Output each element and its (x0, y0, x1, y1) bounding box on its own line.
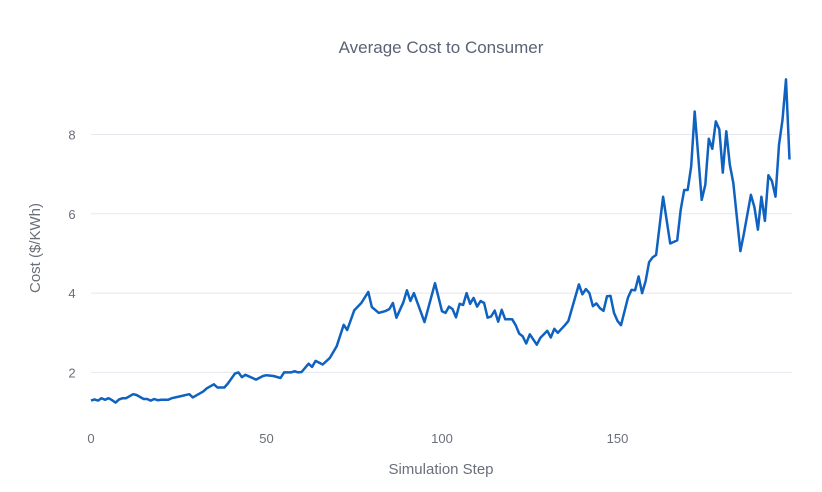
x-tick-label: 50 (259, 431, 273, 446)
chart-title: Average Cost to Consumer (339, 38, 544, 57)
x-tick-label: 150 (607, 431, 629, 446)
x-axis-label: Simulation Step (388, 461, 493, 478)
y-tick-label: 2 (68, 365, 75, 380)
series-line (90, 78, 791, 404)
y-tick-label: 6 (68, 207, 75, 222)
x-tick-label: 100 (431, 431, 453, 446)
y-axis-ticks: 2 4 6 8 (68, 127, 75, 380)
y-tick-label: 4 (68, 286, 75, 301)
x-axis-ticks: 0 50 100 150 (87, 431, 628, 446)
gridlines (91, 133, 792, 373)
y-tick-label: 8 (68, 127, 75, 142)
x-tick-label: 0 (87, 431, 94, 446)
y-axis-label: Cost ($/KWh) (27, 203, 44, 293)
